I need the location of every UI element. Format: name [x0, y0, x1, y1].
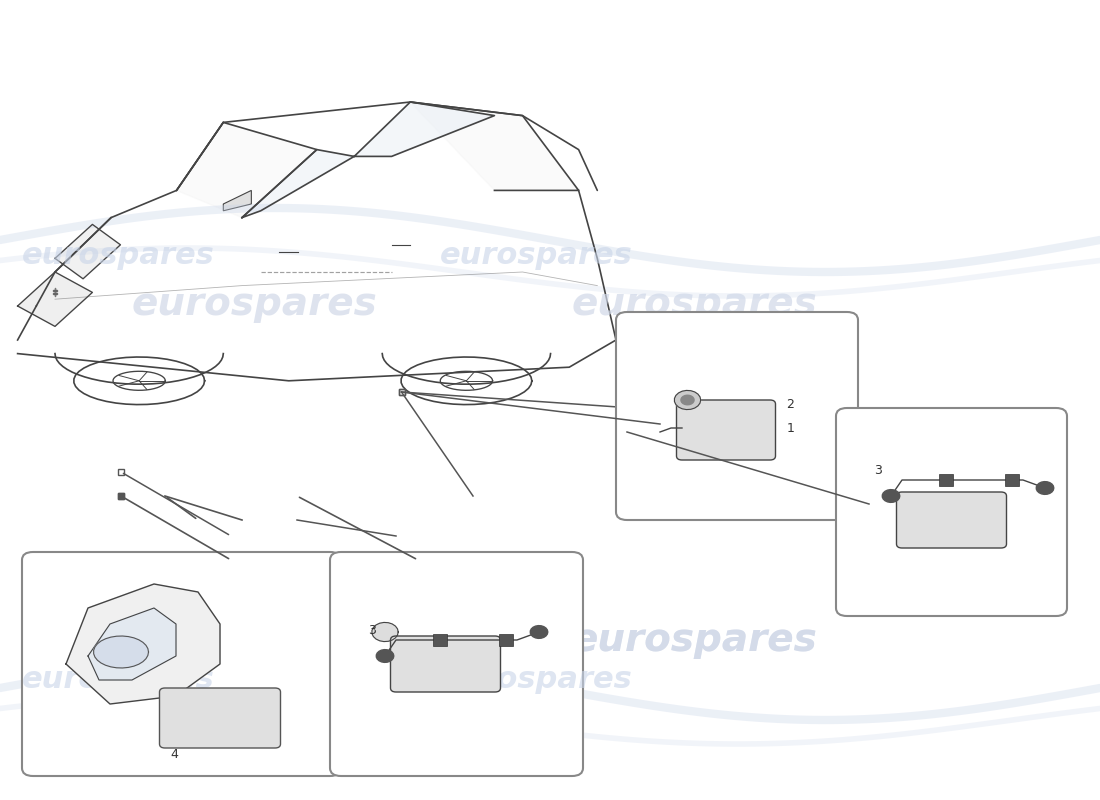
- Polygon shape: [674, 390, 701, 410]
- Text: 3: 3: [368, 624, 376, 637]
- Polygon shape: [1036, 482, 1054, 494]
- FancyBboxPatch shape: [160, 688, 280, 748]
- Text: 2: 2: [786, 398, 794, 411]
- Text: eurospares: eurospares: [22, 666, 215, 694]
- Polygon shape: [55, 224, 121, 279]
- Polygon shape: [88, 608, 176, 680]
- Text: eurospares: eurospares: [440, 242, 632, 270]
- FancyBboxPatch shape: [939, 474, 953, 486]
- Polygon shape: [376, 650, 394, 662]
- FancyBboxPatch shape: [499, 634, 513, 646]
- FancyBboxPatch shape: [330, 552, 583, 776]
- Text: 3: 3: [874, 464, 882, 477]
- FancyBboxPatch shape: [433, 634, 447, 646]
- Text: eurospares: eurospares: [440, 666, 632, 694]
- Text: 1: 1: [786, 422, 794, 435]
- Text: eurospares: eurospares: [22, 242, 215, 270]
- Polygon shape: [530, 626, 548, 638]
- Polygon shape: [223, 190, 251, 210]
- Polygon shape: [94, 636, 148, 668]
- Text: eurospares: eurospares: [132, 285, 377, 323]
- Text: eurospares: eurospares: [572, 285, 817, 323]
- Text: eurospares: eurospares: [132, 621, 377, 659]
- Polygon shape: [372, 622, 398, 642]
- Polygon shape: [66, 584, 220, 704]
- Text: 4: 4: [170, 748, 178, 761]
- Polygon shape: [176, 122, 317, 218]
- FancyBboxPatch shape: [896, 492, 1006, 548]
- FancyBboxPatch shape: [676, 400, 776, 460]
- Text: eurospares: eurospares: [572, 621, 817, 659]
- Polygon shape: [681, 395, 694, 405]
- Polygon shape: [410, 102, 579, 190]
- Polygon shape: [242, 150, 354, 218]
- Polygon shape: [882, 490, 900, 502]
- FancyBboxPatch shape: [1005, 474, 1019, 486]
- Polygon shape: [354, 102, 494, 157]
- FancyBboxPatch shape: [22, 552, 341, 776]
- FancyBboxPatch shape: [836, 408, 1067, 616]
- FancyBboxPatch shape: [616, 312, 858, 520]
- Polygon shape: [18, 272, 92, 326]
- FancyBboxPatch shape: [390, 636, 501, 692]
- Text: eurospares: eurospares: [572, 621, 817, 659]
